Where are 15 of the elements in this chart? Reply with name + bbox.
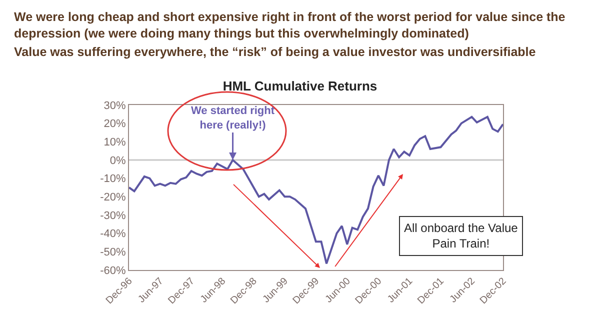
y-tick-label: -30%: [100, 210, 126, 222]
annotation: All onboard the Value Pain Train!: [404, 221, 518, 251]
y-tick-label: 20%: [104, 118, 126, 130]
text: We were long cheap and short expensive right in front of the worst period for value since the depression (we were doing many things but this overwhelmingly dominated): [14, 10, 566, 40]
y-tick-label: -60%: [100, 264, 126, 277]
y-tick-label: -20%: [100, 192, 126, 204]
chart-title: HML Cumulative Returns: [222, 78, 378, 94]
annotation: We started right here (really!): [191, 105, 275, 132]
text: Value was suffering everywhere, the “risk” of being a value investor was undiversifiable: [14, 45, 536, 59]
y-tick-label: 30%: [104, 100, 126, 112]
y-tick-label: -40%: [100, 228, 126, 240]
y-tick-label: -50%: [100, 246, 126, 259]
y-tick-label: 0%: [110, 154, 126, 167]
y-tick-label: -10%: [100, 173, 126, 186]
y-tick-label: 10%: [104, 136, 126, 149]
